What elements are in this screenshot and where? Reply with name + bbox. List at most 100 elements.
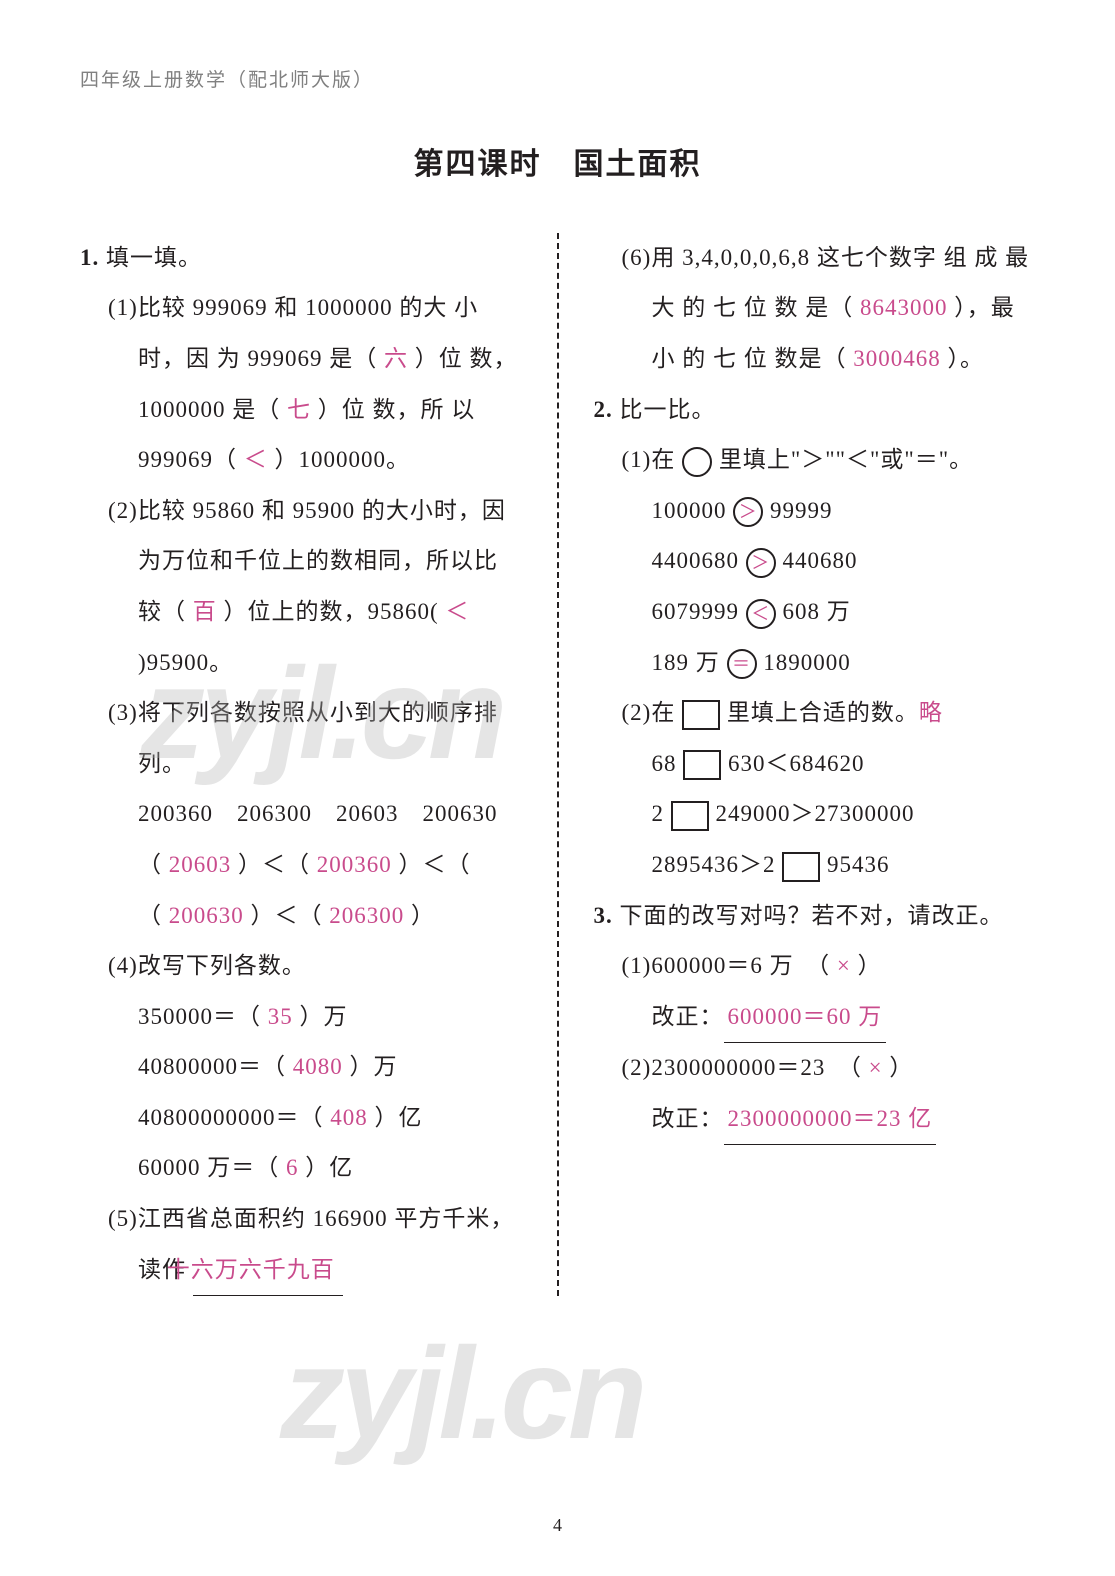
q1-4: (4)改写下列各数。 bbox=[80, 941, 522, 992]
q1-4-l2: 40800000＝（ 4080 ）万 bbox=[80, 1042, 522, 1093]
q1-4-l1: 350000＝（ 35 ）万 bbox=[80, 992, 522, 1043]
l1ans: 35 bbox=[268, 1004, 293, 1029]
q1-4-num: (4) bbox=[108, 953, 138, 978]
section-3-heading: 3. 下面的改写对吗？若不对，请改正。 bbox=[594, 891, 1036, 942]
q3-1-num: (1) bbox=[622, 953, 652, 978]
q1-2-a1: 百 bbox=[193, 599, 217, 624]
q3-1-t1: 600000＝6 万 （ bbox=[651, 953, 837, 978]
c1b: 99999 bbox=[770, 498, 833, 523]
q2-1-c1: 100000 ＞ 99999 bbox=[594, 486, 1036, 537]
q1-3-t1: 将下列各数按照从小到大的顺序排列。 bbox=[138, 700, 498, 776]
section-2-title: 比一比。 bbox=[620, 397, 716, 422]
q1-2-num: (2) bbox=[108, 498, 138, 523]
q1-1-a1: 六 bbox=[384, 346, 408, 371]
section-3-title: 下面的改写对吗？若不对，请改正。 bbox=[620, 903, 1004, 928]
l2b: ）万 bbox=[343, 1054, 398, 1079]
q1-1-t4: ）1000000。 bbox=[268, 447, 410, 472]
page-number: 4 bbox=[553, 1506, 562, 1546]
q1-6: (6)用 3,4,0,0,0,6,8 这七个数字 组 成 最 大 的 七 位 数… bbox=[594, 233, 1036, 385]
q1-5: (5)江西省总面积约 166900 平方千米，读作 十六万六千九百 bbox=[80, 1194, 522, 1296]
q1-1-num: (1) bbox=[108, 295, 138, 320]
two-column-layout: 1. 填一填。 (1)比较 999069 和 1000000 的大 小 时，因 … bbox=[80, 233, 1035, 1296]
q2-1-c3: 6079999 ＜ 608 万 bbox=[594, 587, 1036, 638]
q1-1: (1)比较 999069 和 1000000 的大 小 时，因 为 999069… bbox=[80, 283, 522, 485]
q3-2-t1: 2300000000＝23 （ bbox=[651, 1055, 868, 1080]
l3ans: 408 bbox=[330, 1105, 368, 1130]
q1-3-ans-line1: （ 20603 ）＜（ 200360 ）＜（ bbox=[80, 840, 522, 891]
q2-1: (1)在 里填上"＞""＜"或"＝"。 bbox=[594, 435, 1036, 486]
box-2 bbox=[671, 801, 709, 831]
c3a: 6079999 bbox=[652, 599, 740, 624]
section-2-heading: 2. 比一比。 bbox=[594, 385, 1036, 436]
q1-1-a3: ＜ bbox=[244, 447, 268, 472]
q2-1-t2: 里填上"＞""＜"或"＝"。 bbox=[719, 447, 973, 472]
page-header: 四年级上册数学（配北师大版） bbox=[80, 60, 1035, 102]
l1b: ）万 bbox=[293, 1004, 348, 1029]
q2-1-num: (1) bbox=[622, 447, 652, 472]
q2-2-num: (2) bbox=[622, 700, 652, 725]
circle-ans-4: ＝ bbox=[727, 649, 757, 679]
empty-box-icon bbox=[682, 700, 720, 730]
c2a: 4400680 bbox=[652, 548, 740, 573]
q3-2-num: (2) bbox=[622, 1055, 652, 1080]
l4b: ）亿 bbox=[299, 1155, 354, 1180]
section-1-heading: 1. 填一填。 bbox=[80, 233, 522, 284]
q1-4-t1: 改写下列各数。 bbox=[138, 953, 306, 978]
section-3-label: 3. bbox=[594, 903, 613, 928]
q1-1-a2: 七 bbox=[287, 397, 311, 422]
l3b: 95436 bbox=[827, 852, 890, 877]
q3-1: (1)600000＝6 万 （ × ） bbox=[594, 941, 1036, 992]
section-1-label: 1. bbox=[80, 245, 99, 270]
circle-ans-1: ＞ bbox=[733, 497, 763, 527]
p4: ）＜（ bbox=[244, 903, 330, 928]
section-1-title: 填一填。 bbox=[106, 245, 202, 270]
q1-6-num: (6) bbox=[622, 245, 652, 270]
q2-1-c2: 4400680 ＞ 440680 bbox=[594, 536, 1036, 587]
q2-1-t1: 在 bbox=[651, 447, 675, 472]
q1-3-numbers: 200360 206300 20603 200630 bbox=[80, 789, 522, 840]
c4a: 189 万 bbox=[652, 650, 720, 675]
q3-1-fix: 改正：600000＝60 万 bbox=[594, 992, 1036, 1044]
q3-1-fixans: 600000＝60 万 bbox=[724, 992, 887, 1044]
q1-4-l4: 60000 万＝（ 6 ）亿 bbox=[80, 1143, 522, 1194]
q1-4-l3: 40800000000＝（ 408 ）亿 bbox=[80, 1093, 522, 1144]
c1a: 100000 bbox=[652, 498, 727, 523]
q1-3: (3)将下列各数按照从小到大的顺序排列。 bbox=[80, 688, 522, 789]
q1-2-t3: )95900。 bbox=[138, 650, 233, 675]
l4ans: 6 bbox=[286, 1155, 299, 1180]
p2: ）＜（ bbox=[231, 852, 317, 877]
p3: ）＜（ bbox=[392, 852, 471, 877]
q1-3-a1: 20603 bbox=[169, 852, 232, 877]
q1-6-t3: ）。 bbox=[941, 346, 984, 371]
q3-2: (2)2300000000＝23 （ × ） bbox=[594, 1043, 1036, 1094]
c2b: 440680 bbox=[783, 548, 858, 573]
box-3 bbox=[782, 852, 820, 882]
c4b: 1890000 bbox=[763, 650, 851, 675]
circle-ans-2: ＞ bbox=[746, 548, 776, 578]
q1-5-num: (5) bbox=[108, 1206, 138, 1231]
q2-2-l3: 2895436＞2 95436 bbox=[594, 840, 1036, 891]
c3b: 608 万 bbox=[783, 599, 851, 624]
circle-ans-3: ＜ bbox=[746, 599, 776, 629]
section-2-label: 2. bbox=[594, 397, 613, 422]
l3b: ）亿 bbox=[368, 1105, 423, 1130]
q3-2-t2: ） bbox=[883, 1055, 914, 1080]
q2-2: (2)在 里填上合适的数。略 bbox=[594, 688, 1036, 739]
lesson-title: 第四课时 国土面积 bbox=[80, 132, 1035, 198]
q1-6-a2: 3000468 bbox=[853, 346, 941, 371]
l1a: 68 bbox=[652, 751, 677, 776]
l1a: 350000＝（ bbox=[138, 1004, 268, 1029]
q2-2-note: 略 bbox=[919, 700, 943, 725]
l2a: 2 bbox=[652, 801, 665, 826]
q2-2-l1: 68 630＜684620 bbox=[594, 739, 1036, 790]
q1-2: (2)比较 95860 和 95900 的大小时，因为万位和千位上的数相同，所以… bbox=[80, 486, 522, 688]
p5: ） bbox=[404, 903, 435, 928]
l3a: 2895436＞2 bbox=[652, 852, 776, 877]
right-column: (6)用 3,4,0,0,0,6,8 这七个数字 组 成 最 大 的 七 位 数… bbox=[594, 233, 1036, 1296]
q2-1-c4: 189 万 ＝ 1890000 bbox=[594, 638, 1036, 689]
l4a: 60000 万＝（ bbox=[138, 1155, 286, 1180]
q3-2-mark: × bbox=[869, 1055, 883, 1080]
left-column: 1. 填一填。 (1)比较 999069 和 1000000 的大 小 时，因 … bbox=[80, 233, 522, 1296]
column-divider bbox=[557, 233, 559, 1296]
p1: （ bbox=[138, 852, 169, 877]
